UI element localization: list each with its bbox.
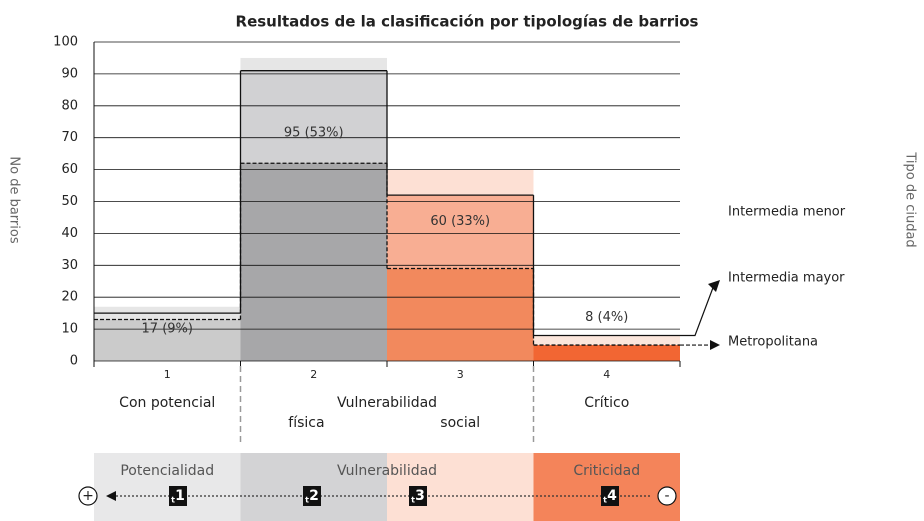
y-tick-label: 70: [61, 130, 78, 145]
y-tick-label: 0: [70, 354, 78, 369]
y-axis-label: No de barrios: [7, 156, 22, 243]
step-label: 3: [415, 488, 425, 504]
value-label: 60 (33%): [430, 214, 490, 229]
step-box: [409, 486, 427, 506]
step-label: 4: [607, 488, 617, 504]
arrow-head: [710, 340, 720, 351]
legend-entry: Intermedia mayor: [728, 271, 845, 286]
scale-end-label: -: [664, 488, 669, 504]
step-prefix: t: [411, 496, 415, 505]
x-tick-label: 1: [164, 368, 171, 381]
legend-entry: Intermedia menor: [728, 205, 846, 220]
step-box: [303, 486, 321, 506]
band-bg: [94, 453, 241, 521]
step-label: 2: [309, 488, 319, 504]
sub-label: física: [288, 415, 324, 431]
value-label: 8 (4%): [585, 310, 628, 325]
y-tick-label: 30: [61, 258, 78, 273]
x-tick-label: 3: [457, 368, 464, 381]
step-prefix: t: [305, 496, 309, 505]
y-tick-label: 50: [61, 194, 78, 209]
band-label: Vulnerabilidad: [337, 463, 437, 479]
arrow-head: [106, 491, 116, 501]
y-tick-label: 40: [61, 226, 78, 241]
scale-end-label: +: [82, 488, 94, 504]
y-tick-label: 20: [61, 290, 78, 305]
x-tick-label: 4: [603, 368, 610, 381]
scale-end: [657, 486, 677, 506]
step-box: [169, 486, 187, 506]
y-tick-label: 90: [61, 66, 78, 81]
value-label: 17 (9%): [142, 321, 193, 336]
segment-bar: [240, 163, 387, 361]
segment-bar: [387, 268, 534, 361]
segment-bar: [94, 319, 241, 361]
y-tick-label: 60: [61, 162, 78, 177]
step-label: 1: [175, 488, 185, 504]
sub-label: social: [440, 415, 480, 431]
step-prefix: t: [171, 496, 175, 505]
legend-arrow: [680, 284, 715, 337]
step-box: [601, 486, 619, 506]
band-label: Criticidad: [573, 463, 640, 479]
y-tick-label: 80: [61, 98, 78, 113]
segment-bar: [533, 345, 680, 361]
y-tick-label: 10: [61, 322, 78, 337]
category-label: Vulnerabilidad: [337, 395, 437, 411]
scale-end: [78, 486, 98, 506]
category-label: Con potencial: [119, 395, 215, 411]
step-prefix: t: [603, 496, 607, 505]
y2-axis-label: Tipo de ciudad: [903, 151, 918, 247]
y-tick-label: 100: [53, 35, 78, 50]
x-tick-label: 2: [310, 368, 317, 381]
chart-title: Resultados de la clasificación por tipol…: [236, 13, 699, 31]
arrow-head: [708, 280, 720, 292]
legend-entry: Metropolitana: [728, 335, 818, 350]
value-label: 95 (53%): [284, 125, 344, 140]
band-label: Potencialidad: [120, 463, 214, 479]
category-label: Crítico: [584, 395, 629, 411]
